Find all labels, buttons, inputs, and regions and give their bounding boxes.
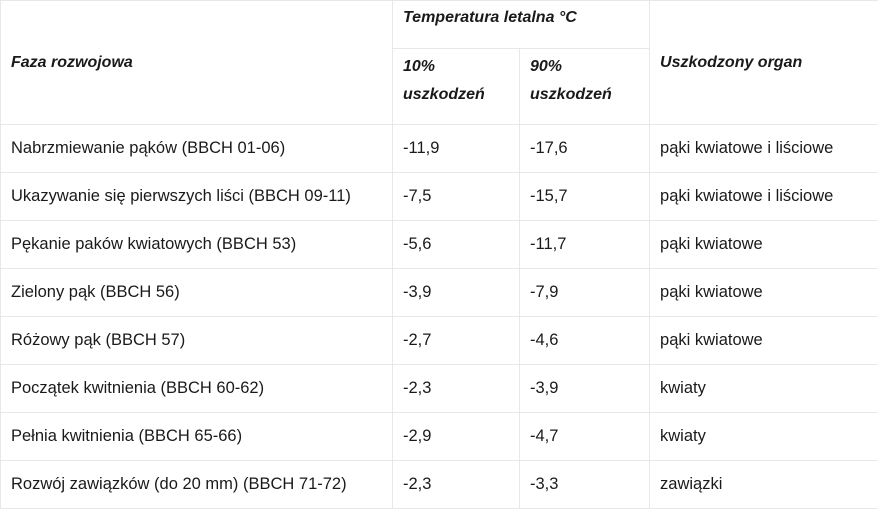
cell-phase: Pękanie paków kwiatowych (BBCH 53) <box>1 221 393 269</box>
cell-t90: -11,7 <box>520 221 650 269</box>
cell-t90: -15,7 <box>520 173 650 221</box>
cell-t90: -3,9 <box>520 365 650 413</box>
cell-t10: -5,6 <box>393 221 520 269</box>
cell-phase: Różowy pąk (BBCH 57) <box>1 317 393 365</box>
cell-phase: Rozwój zawiązków (do 20 mm) (BBCH 71-72) <box>1 461 393 509</box>
cell-organ: pąki kwiatowe <box>650 317 878 365</box>
table-row: Ukazywanie się pierwszych liści (BBCH 09… <box>1 173 878 221</box>
header-temperature: Temperatura letalna °C <box>393 1 650 49</box>
cell-phase: Ukazywanie się pierwszych liści (BBCH 09… <box>1 173 393 221</box>
cell-organ: kwiaty <box>650 365 878 413</box>
cell-organ: pąki kwiatowe i liściowe <box>650 173 878 221</box>
table-row: Rozwój zawiązków (do 20 mm) (BBCH 71-72)… <box>1 461 878 509</box>
cell-t90: -3,3 <box>520 461 650 509</box>
cell-t10: -2,3 <box>393 365 520 413</box>
cell-t10: -2,3 <box>393 461 520 509</box>
cell-organ: pąki kwiatowe <box>650 221 878 269</box>
cell-organ: zawiązki <box>650 461 878 509</box>
table-row: Zielony pąk (BBCH 56) -3,9 -7,9 pąki kwi… <box>1 269 878 317</box>
cell-phase: Nabrzmiewanie pąków (BBCH 01-06) <box>1 125 393 173</box>
cell-t90: -7,9 <box>520 269 650 317</box>
table-row: Początek kwitnienia (BBCH 60-62) -2,3 -3… <box>1 365 878 413</box>
header-organ: Uszkodzony organ <box>650 1 878 125</box>
cell-organ: kwiaty <box>650 413 878 461</box>
cell-phase: Zielony pąk (BBCH 56) <box>1 269 393 317</box>
table-row: Pełnia kwitnienia (BBCH 65-66) -2,9 -4,7… <box>1 413 878 461</box>
cell-organ: pąki kwiatowe <box>650 269 878 317</box>
cell-t10: -7,5 <box>393 173 520 221</box>
cell-t90: -4,7 <box>520 413 650 461</box>
cell-t10: -2,9 <box>393 413 520 461</box>
cell-phase: Pełnia kwitnienia (BBCH 65-66) <box>1 413 393 461</box>
cell-t90: -17,6 <box>520 125 650 173</box>
cell-t10: -2,7 <box>393 317 520 365</box>
header-phase: Faza rozwojowa <box>1 1 393 125</box>
header-damage-10: 10% uszkodzeń <box>393 49 520 125</box>
table-row: Różowy pąk (BBCH 57) -2,7 -4,6 pąki kwia… <box>1 317 878 365</box>
cell-t10: -3,9 <box>393 269 520 317</box>
cell-t90: -4,6 <box>520 317 650 365</box>
cell-t10: -11,9 <box>393 125 520 173</box>
table-row: Pękanie paków kwiatowych (BBCH 53) -5,6 … <box>1 221 878 269</box>
table-row: Nabrzmiewanie pąków (BBCH 01-06) -11,9 -… <box>1 125 878 173</box>
cell-phase: Początek kwitnienia (BBCH 60-62) <box>1 365 393 413</box>
header-damage-90: 90% uszkodzeń <box>520 49 650 125</box>
cell-organ: pąki kwiatowe i liściowe <box>650 125 878 173</box>
